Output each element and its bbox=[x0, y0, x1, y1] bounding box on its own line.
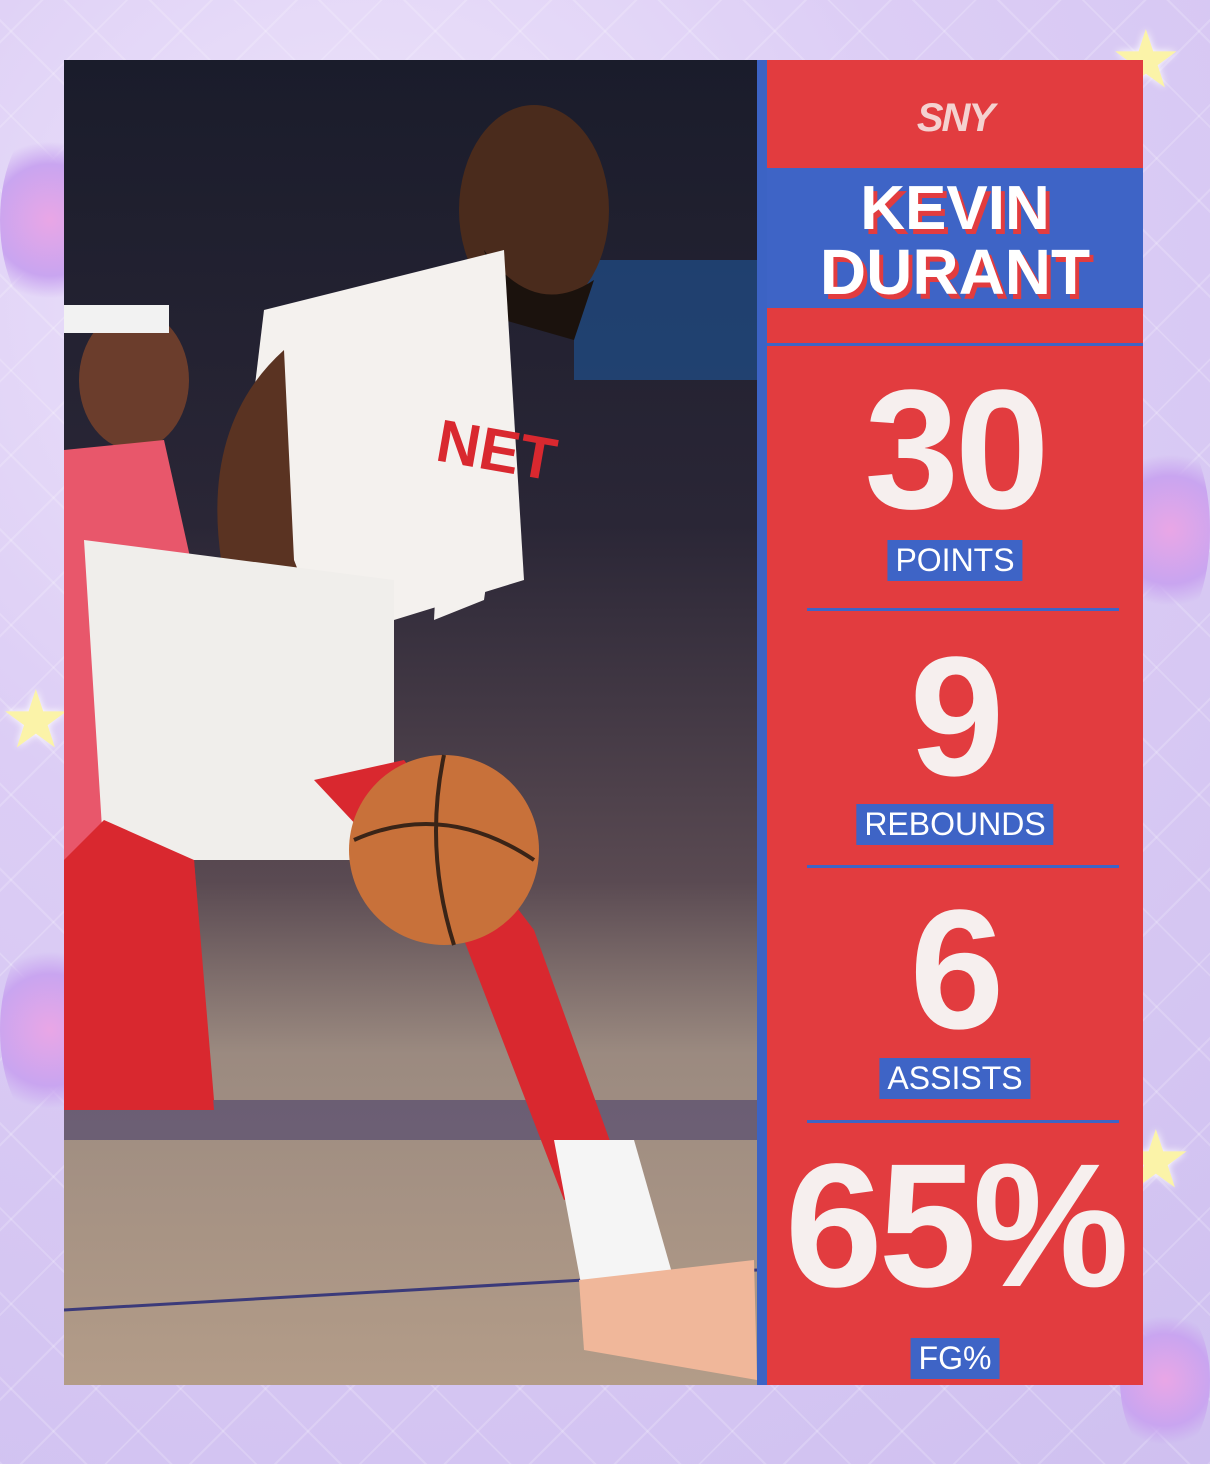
assists-label: ASSISTS bbox=[879, 1058, 1031, 1099]
header-divider bbox=[767, 343, 1143, 346]
player-photo: NET bbox=[64, 60, 757, 1385]
player-first-name: KEVIN bbox=[860, 174, 1050, 243]
rebounds-value: 9 bbox=[909, 622, 1005, 812]
stat-divider bbox=[807, 608, 1119, 611]
points-label: POINTS bbox=[887, 540, 1023, 581]
assists-value: 6 bbox=[909, 875, 1005, 1065]
player-last-name: DURANT bbox=[819, 236, 1091, 308]
heart-decoration bbox=[1130, 430, 1210, 630]
stats-panel: SNY KEVIN DURANT 30 POINTS 9 REBOUNDS 6 … bbox=[757, 60, 1143, 1385]
stat-divider bbox=[807, 1120, 1119, 1123]
player-name-band: KEVIN DURANT bbox=[767, 168, 1143, 308]
points-value: 30 bbox=[864, 355, 1049, 545]
fg-percentage-label: FG% bbox=[910, 1338, 1000, 1379]
stat-divider bbox=[807, 865, 1119, 868]
player-illustration: NET bbox=[64, 105, 757, 1380]
rebounds-label: REBOUNDS bbox=[856, 804, 1054, 845]
star-icon: ★ bbox=[0, 673, 72, 766]
fg-percentage-value: 65% bbox=[784, 1128, 1129, 1324]
sny-logo: SNY bbox=[916, 96, 995, 140]
